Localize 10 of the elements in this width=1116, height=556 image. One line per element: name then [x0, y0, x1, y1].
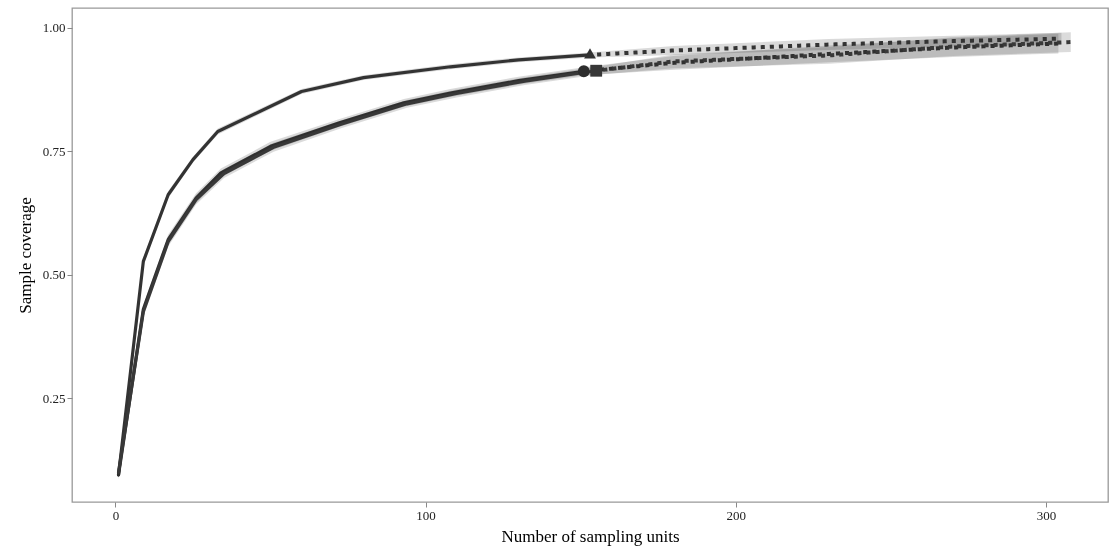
y-tick-label: 0.25 — [42, 390, 66, 406]
y-tick-label: 0.50 — [42, 267, 66, 283]
x-tick-label: 100 — [416, 507, 436, 523]
y-axis-title: Sample coverage — [15, 197, 35, 314]
x-tick-label: 0 — [112, 507, 120, 523]
x-tick-label: 200 — [726, 507, 747, 523]
y-tick-label: 0.75 — [42, 143, 66, 159]
y-tick-label: 1.00 — [42, 20, 66, 36]
x-axis-title: Number of sampling units — [501, 526, 680, 546]
x-tick-label: 300 — [1036, 507, 1057, 523]
